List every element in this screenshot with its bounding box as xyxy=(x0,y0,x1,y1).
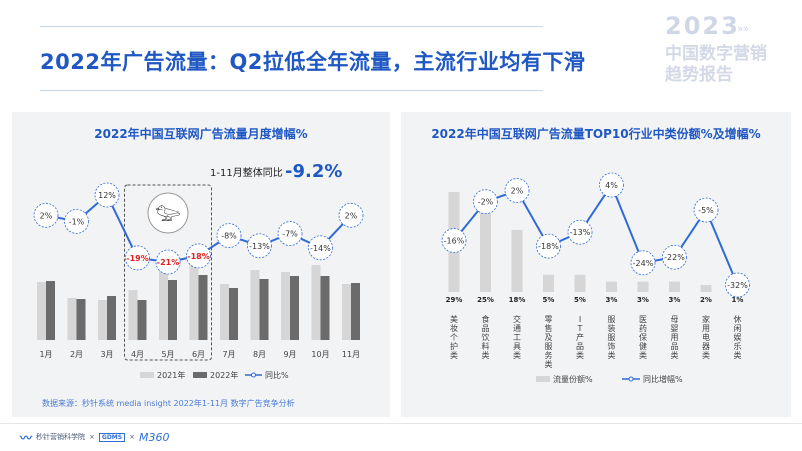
right-chart-panel xyxy=(401,112,791,417)
footer-rule xyxy=(0,423,802,424)
m360-logo: M360 xyxy=(138,430,170,444)
right-chart-title: 2022年中国互联网广告流量TOP10行业中类份额%及增幅% xyxy=(431,127,761,141)
brand-line-1: 中国数字营销 xyxy=(665,44,767,64)
brand-arrows-icon: »» xyxy=(737,22,750,35)
brand-line-2: 趋势报告 xyxy=(665,65,733,85)
page-title: 2022年广告流量：Q2拉低全年流量，主流行业均有下滑 xyxy=(40,50,586,74)
footer-logos: 〰 秒针营销科学院 × GDMS × M360 xyxy=(20,427,169,447)
miaozhen-logo-icon: 〰 xyxy=(20,430,33,445)
gdms-logo: GDMS xyxy=(98,432,126,442)
report-brand: 2023 »» 中国数字营销 趋势报告 xyxy=(665,12,795,85)
footer-sep-1: × xyxy=(89,433,95,441)
title-top-rule xyxy=(40,26,543,27)
title-bottom-rule xyxy=(40,90,543,91)
left-chart-panel xyxy=(12,112,390,417)
footer-org-1: 秒针营销科学院 xyxy=(36,433,86,441)
data-source-note: 数据来源：秒针系统 media insight 2022年1-11月 数字广告竞… xyxy=(42,399,295,408)
left-chart-title: 2022年中国互联网广告流量月度增幅% xyxy=(94,127,308,141)
footer-sep-2: × xyxy=(129,433,135,441)
brand-year: 2023 xyxy=(665,12,740,40)
